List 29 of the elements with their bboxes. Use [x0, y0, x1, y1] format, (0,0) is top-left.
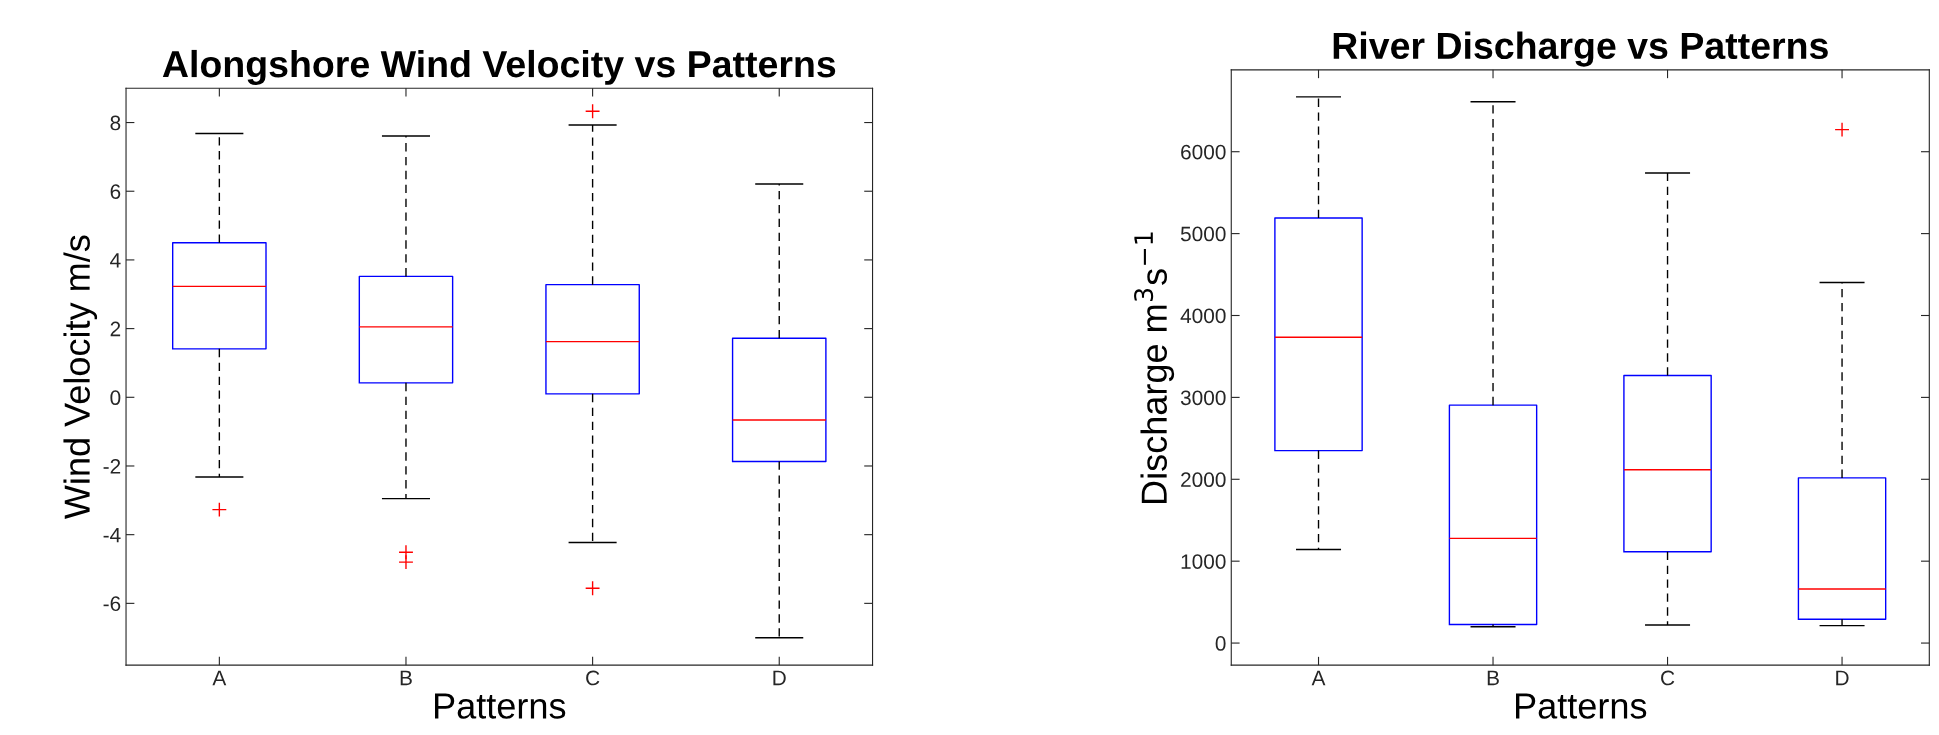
y-tick-label: 0 [1215, 636, 1226, 651]
x-tick-label: B [400, 670, 412, 686]
y-axis-title: Discharge m$^{3}$s$^{−1}$ [1134, 232, 1175, 504]
y-tick-label: 8 [110, 115, 121, 131]
y-axis-title: Wind Velocity m/s [63, 235, 98, 520]
y-tick-label: 6 [110, 184, 121, 199]
x-tick-label: A [212, 670, 227, 686]
y-tick-label: -2 [103, 458, 121, 474]
chart-title: River Discharge vs Patterns [1333, 31, 1828, 67]
y-tick-label: 2 [110, 321, 121, 337]
x-tick-label: B [1487, 670, 1499, 686]
y-tick-label: -4 [103, 527, 121, 543]
y-tick-label: 6000 [1181, 144, 1226, 160]
x-axis-title: Patterns [1516, 693, 1647, 719]
x-tick-label: A [1311, 670, 1326, 686]
y-tick-label: 5000 [1180, 226, 1226, 242]
y-tick-label: 4000 [1180, 308, 1226, 324]
y-tick-label: 4 [110, 253, 121, 268]
x-tick-label: C [1661, 670, 1675, 686]
x-axis-title: Patterns [435, 693, 566, 719]
y-tick-label: 1000 [1181, 554, 1226, 569]
x-tick-label: D [1836, 670, 1849, 686]
y-tick-label: 2000 [1181, 472, 1226, 488]
y-tick-label: 0 [110, 390, 121, 406]
x-tick-label: C [586, 670, 600, 686]
y-tick-label: 3000 [1180, 390, 1226, 406]
chart-title: Alongshore Wind Velocity vs Patterns [162, 49, 836, 86]
y-tick-label: -6 [103, 596, 121, 612]
x-tick-label: D [773, 670, 786, 686]
